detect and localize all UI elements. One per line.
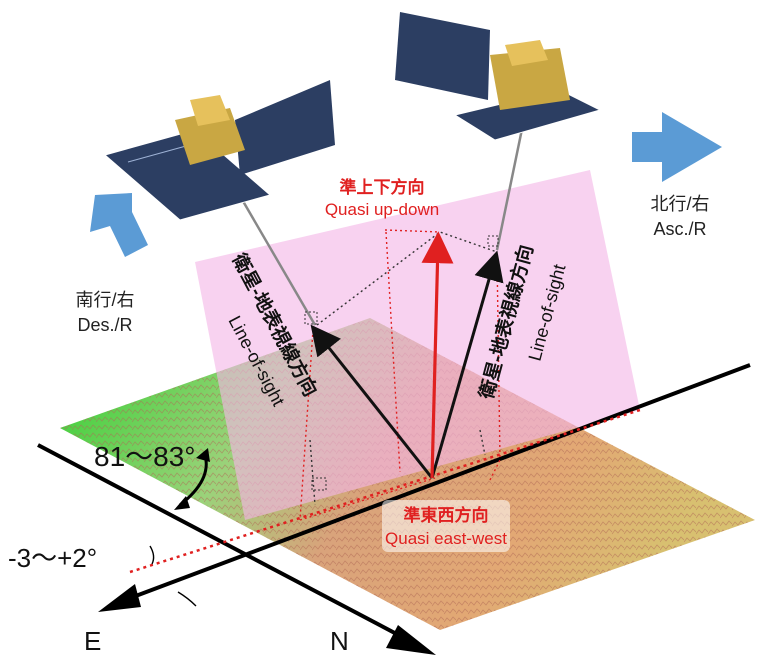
tilt-angle-arc (149, 545, 155, 565)
axis-n-label: N (330, 626, 349, 656)
descending-direction-arrow (90, 193, 148, 257)
ascending-label-en: Asc./R (653, 219, 706, 239)
tilt-angle-label: -3～+2° (8, 543, 97, 573)
updown-label: 準上下方向 (340, 177, 425, 197)
los-plane (195, 170, 640, 520)
quasi-up-down-arrow (421, 231, 454, 479)
eastwest-label: 準東西方向 (404, 505, 489, 525)
ascending-label: 北行/右 (650, 194, 709, 214)
descending-label-en: Des./R (77, 315, 132, 335)
tilt-angle-arc-lower (177, 591, 197, 607)
satellite-ascending (395, 12, 602, 141)
descending-label: 南行/右 (75, 290, 134, 310)
orbit-angle-label: 81～83° (94, 441, 196, 472)
ascending-direction-arrow (632, 112, 722, 182)
los-arrow-left (310, 324, 434, 479)
los-arrow-right (430, 250, 504, 479)
updown-label-en: Quasi up-down (325, 200, 439, 219)
eastwest-label-en: Quasi east-west (385, 529, 507, 548)
satellite-descending (103, 80, 335, 221)
eastwest-label-backdrop (382, 500, 510, 552)
north-axis (37, 443, 436, 655)
east-axis (98, 363, 751, 612)
axis-e-label: E (84, 626, 101, 656)
right-angle-markers (304, 235, 499, 491)
quasi-east-west-line (129, 408, 641, 574)
projection-dotted-lines (299, 229, 501, 521)
